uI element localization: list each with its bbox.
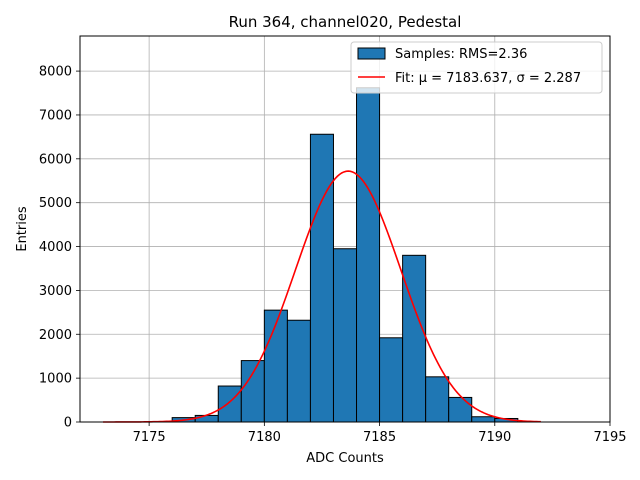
legend: Samples: RMS=2.36 Fit: μ = 7183.637, σ =… xyxy=(350,41,603,94)
x-tick-label: 7195 xyxy=(593,430,626,445)
y-tick-label: 8000 xyxy=(39,65,72,80)
histogram-bar xyxy=(379,337,404,423)
y-tick-label: 7000 xyxy=(39,108,72,123)
histogram-bar xyxy=(240,360,265,423)
histogram-bar xyxy=(194,414,219,423)
legend-samples-swatch xyxy=(357,47,386,60)
y-tick-label: 0 xyxy=(64,416,72,431)
x-tick-label: 7180 xyxy=(248,430,281,445)
x-axis-label: ADC Counts xyxy=(306,451,384,466)
y-axis-label: Entries xyxy=(15,206,30,252)
histogram-bar xyxy=(356,87,381,423)
y-tick-label: 1000 xyxy=(39,372,72,387)
histogram-bar xyxy=(402,254,427,423)
histogram-bar xyxy=(286,319,311,423)
histogram-bar xyxy=(471,416,496,423)
histogram-bar xyxy=(448,396,473,423)
x-tick-label: 7175 xyxy=(133,430,166,445)
chart-title: Run 364, channel020, Pedestal xyxy=(229,13,462,31)
histogram-bar xyxy=(332,248,358,423)
legend-samples-label: Samples: RMS=2.36 xyxy=(395,47,527,62)
plot-frame xyxy=(79,35,611,423)
legend-fit-label: Fit: μ = 7183.637, σ = 2.287 xyxy=(395,71,581,86)
axis-ticks: 7175 7180 7185 7190 7195 0 1000 2000 3000 4000 500… xyxy=(39,65,627,445)
fit-curve xyxy=(103,170,541,423)
histogram-bars xyxy=(171,87,519,423)
histogram-bar xyxy=(263,309,288,423)
legend-box xyxy=(350,41,603,94)
y-tick-label: 5000 xyxy=(39,196,72,211)
y-tick-label: 4000 xyxy=(39,240,72,255)
x-tick-label: 7185 xyxy=(363,430,396,445)
x-tick-label: 7190 xyxy=(478,430,511,445)
histogram-bar xyxy=(217,385,242,423)
y-tick-label: 2000 xyxy=(39,328,72,343)
histogram-bar xyxy=(309,133,334,423)
histogram-bar xyxy=(425,376,450,423)
y-tick-label: 3000 xyxy=(39,284,72,299)
y-tick-label: 6000 xyxy=(39,152,72,167)
